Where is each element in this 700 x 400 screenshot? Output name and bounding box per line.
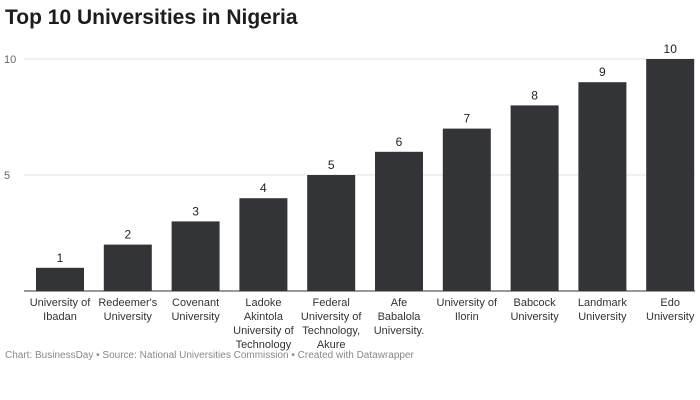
data-label: 8: [531, 88, 538, 102]
x-tick-label: Landmark University: [577, 297, 627, 323]
data-label: 10: [664, 42, 678, 56]
x-tick-label: Babcock University: [510, 297, 559, 323]
bar: [375, 151, 423, 291]
bar: [307, 175, 356, 291]
data-label: 9: [599, 65, 606, 79]
x-tick-label: Redeemer's University: [98, 297, 158, 323]
bar: [36, 267, 84, 291]
y-tick-label: 5: [4, 170, 10, 182]
data-label: 5: [328, 158, 335, 172]
x-tick-label: University of Ibadan: [29, 297, 91, 323]
bar: [171, 221, 220, 291]
bar: [442, 128, 491, 291]
x-tick-label: Afe Babalola University.: [373, 297, 425, 337]
x-tick-label: University of Ilorin: [436, 297, 498, 323]
x-tick-label: Edo University: [646, 297, 695, 323]
bar: [103, 244, 152, 291]
data-label: 3: [192, 204, 199, 218]
chart-title: Top 10 Universities in Nigeria: [5, 6, 298, 29]
data-label: 6: [396, 135, 403, 149]
data-label: 2: [124, 228, 131, 242]
chart-footer: Chart: BusinessDay • Source: National Un…: [5, 350, 414, 361]
data-label: 1: [57, 251, 64, 265]
bar: [578, 82, 627, 291]
x-tick-label: Covenant University: [171, 297, 220, 323]
x-tick-label: Federal University of Technology, Akure: [300, 297, 362, 351]
bar: [646, 59, 695, 291]
data-label: 7: [463, 112, 470, 126]
data-label: 4: [260, 181, 267, 195]
bar: [239, 198, 288, 291]
x-tick-label: Ladoke Akintola University of Technology: [233, 297, 294, 351]
y-tick-label: 10: [4, 54, 16, 66]
bar: [510, 105, 559, 292]
